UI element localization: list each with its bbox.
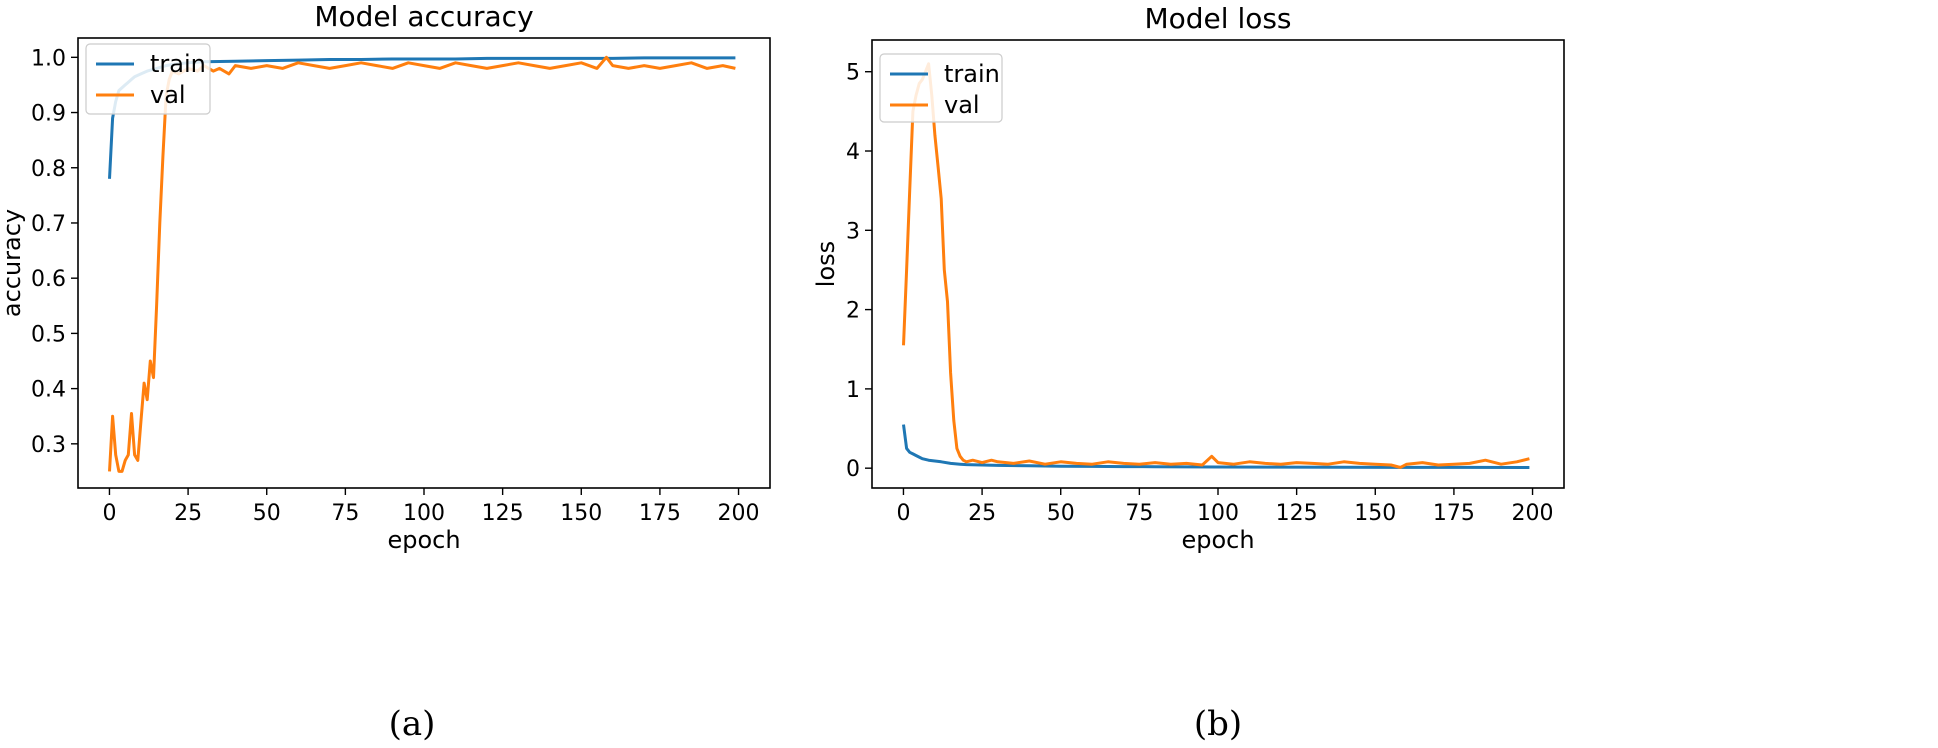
x-tick-label: 50 — [1047, 501, 1075, 526]
y-tick-label: 0.4 — [31, 378, 66, 403]
x-tick-label: 50 — [253, 501, 281, 526]
legend-label-train: train — [150, 50, 206, 78]
y-tick-label: 0.9 — [31, 102, 66, 127]
x-tick-label: 25 — [968, 501, 996, 526]
y-tick-label: 5 — [846, 61, 860, 86]
y-tick-label: 0 — [846, 457, 860, 482]
x-tick-label: 200 — [1512, 501, 1554, 526]
y-tick-label: 0.3 — [31, 433, 66, 458]
chart-panel-loss: 0 25 50 75 100 125 150 175 200 0 1 2 3 4 5 Model loss ep… — [812, 2, 1565, 744]
x-tick-label: 125 — [482, 501, 524, 526]
y-axis-label: accuracy — [0, 209, 26, 317]
y-tick-label: 0.6 — [31, 267, 66, 292]
series-line-train — [902, 424, 1530, 469]
x-tick-label: 0 — [102, 501, 116, 526]
y-tick-label: 1 — [846, 378, 860, 403]
x-tick-label: 0 — [896, 501, 910, 526]
x-tick-label: 200 — [718, 501, 760, 526]
y-tick-label: 0.7 — [31, 212, 66, 237]
x-axis-label: epoch — [1181, 526, 1254, 554]
series-line-val — [108, 55, 736, 473]
y-tick-label: 0.5 — [31, 322, 66, 347]
x-tick-label: 75 — [1125, 501, 1153, 526]
x-tick-label: 150 — [1354, 501, 1396, 526]
x-tick-label: 75 — [331, 501, 359, 526]
x-tick-label: 25 — [174, 501, 202, 526]
y-tick-label: 1.0 — [31, 46, 66, 71]
x-tick-label: 175 — [1433, 501, 1475, 526]
figure-caption: (a) — [389, 704, 436, 744]
x-axis-label: epoch — [387, 526, 460, 554]
y-tick-label: 3 — [846, 219, 860, 244]
y-tick-label: 0.8 — [31, 157, 66, 182]
chart-title: Model loss — [1144, 2, 1291, 35]
figure-caption: (b) — [1194, 704, 1242, 744]
chart-title: Model accuracy — [314, 0, 533, 33]
x-tick-label: 125 — [1276, 501, 1318, 526]
legend-label-val: val — [944, 91, 980, 119]
x-tick-label: 100 — [403, 501, 445, 526]
x-tick-label: 150 — [560, 501, 602, 526]
x-tick-label: 100 — [1197, 501, 1239, 526]
y-tick-label: 4 — [846, 140, 860, 165]
series-line-val — [902, 62, 1530, 469]
y-tick-label: 2 — [846, 299, 860, 324]
legend-label-val: val — [150, 81, 186, 109]
legend-label-train: train — [944, 60, 1000, 88]
x-tick-label: 175 — [639, 501, 681, 526]
y-axis-label: loss — [812, 241, 840, 287]
chart-panel-accuracy: 0 25 50 75 100 125 150 175 200 0.3 0.4 0.5 0.6 0.7 0.8… — [0, 0, 771, 744]
